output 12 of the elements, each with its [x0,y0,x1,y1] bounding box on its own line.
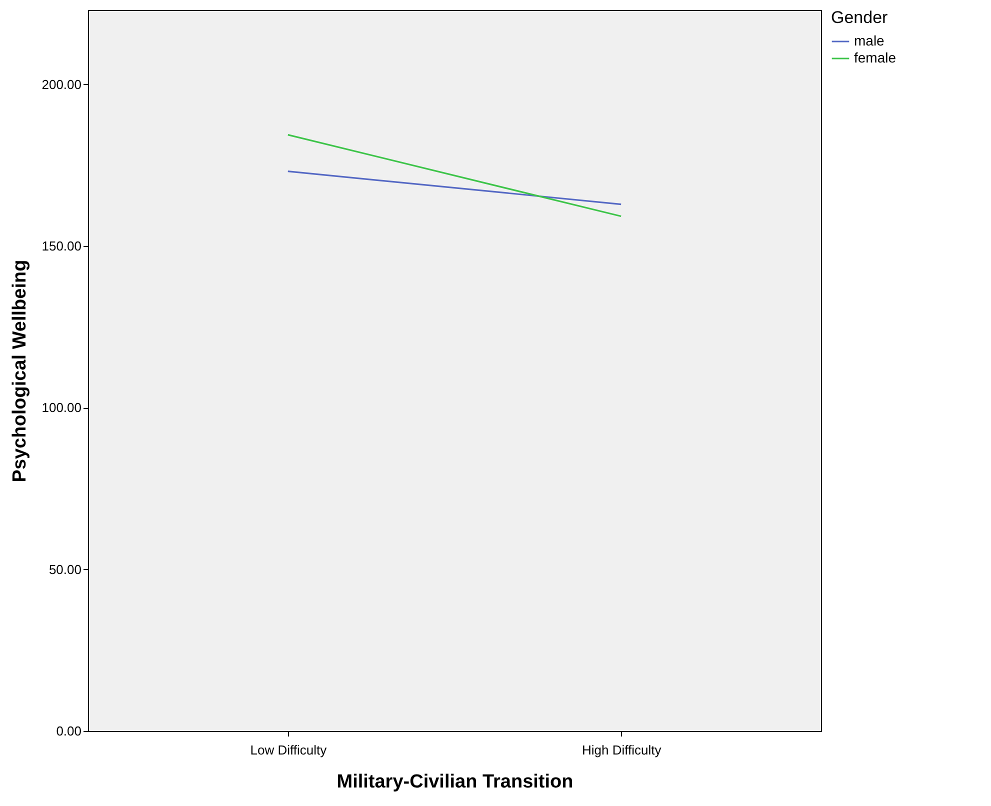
x-tick-label: High Difficulty [582,742,662,758]
legend-title: Gender [831,8,888,27]
legend-label: female [854,50,896,66]
y-tick-label: 100.00 [42,400,82,416]
legend-label: male [854,32,885,48]
y-tick-label: 150.00 [42,238,82,254]
y-axis-title: Psychological Wellbeing [10,260,31,482]
y-tick-label: 0.00 [56,724,82,738]
x-tick-label: Low Difficulty [250,742,328,758]
y-tick-label: 200.00 [42,76,82,92]
y-tick-label: 50.00 [48,562,82,577]
x-axis-title: Military-Civilian Transition [336,772,574,792]
